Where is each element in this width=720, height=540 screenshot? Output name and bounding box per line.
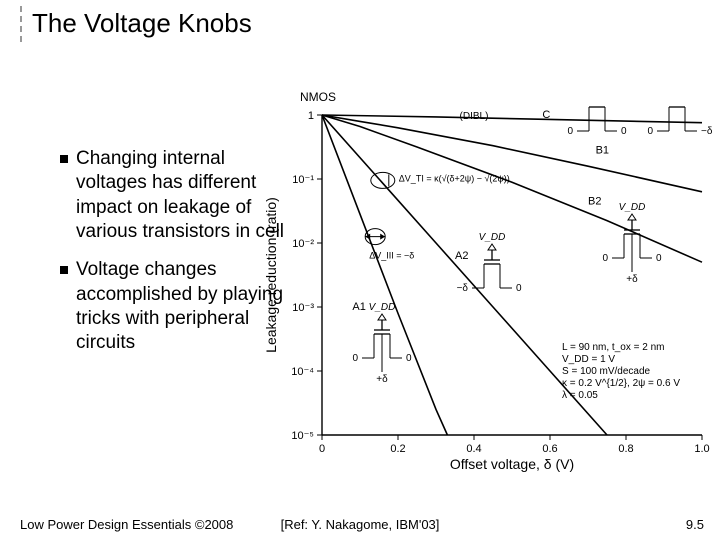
svg-text:V_DD = 1 V: V_DD = 1 V <box>562 354 615 365</box>
svg-text:B1: B1 <box>596 144 609 156</box>
svg-text:+δ: +δ <box>626 274 638 285</box>
side-tab <box>0 6 22 42</box>
svg-text:1: 1 <box>308 110 314 122</box>
svg-text:−δ: −δ <box>701 126 712 137</box>
svg-text:10⁻¹: 10⁻¹ <box>292 174 314 186</box>
svg-text:1.0: 1.0 <box>694 443 709 455</box>
svg-text:S = 100 mV/decade: S = 100 mV/decade <box>562 366 651 377</box>
page-title: The Voltage Knobs <box>32 8 252 39</box>
svg-text:0: 0 <box>621 126 627 137</box>
svg-text:0.4: 0.4 <box>466 443 481 455</box>
svg-text:L = 90 nm, t_ox = 2 nm: L = 90 nm, t_ox = 2 nm <box>562 342 664 353</box>
svg-text:10⁻⁴: 10⁻⁴ <box>291 366 314 378</box>
svg-text:0: 0 <box>647 126 653 137</box>
svg-text:Leakage reduction (ratio): Leakage reduction (ratio) <box>263 197 279 353</box>
svg-text:B2: B2 <box>588 196 601 208</box>
footer-right: 9.5 <box>686 517 704 532</box>
leakage-chart: 1 10⁻¹ 10⁻² 10⁻³ 10⁻⁴ 10⁻⁵ 0 0.2 0.4 0.6 0.8 1.0 Off… <box>262 105 712 485</box>
svg-text:(DIBL): (DIBL) <box>460 111 489 122</box>
footer-center: [Ref: Y. Nakagome, IBM'03] <box>0 517 720 532</box>
svg-text:λ = 0.05: λ = 0.05 <box>562 390 598 401</box>
svg-text:0: 0 <box>656 253 662 264</box>
svg-text:V_DD: V_DD <box>369 302 396 313</box>
svg-text:10⁻²: 10⁻² <box>292 238 314 250</box>
svg-text:V_DD: V_DD <box>479 232 506 243</box>
svg-text:10⁻⁵: 10⁻⁵ <box>291 430 314 442</box>
svg-text:10⁻³: 10⁻³ <box>292 302 314 314</box>
svg-text:0: 0 <box>567 126 573 137</box>
svg-text:C: C <box>542 109 550 121</box>
svg-text:A2: A2 <box>455 250 468 262</box>
svg-text:A1: A1 <box>352 301 365 313</box>
bullet-list: Changing internal voltages has different… <box>20 147 300 370</box>
svg-text:V_DD: V_DD <box>619 202 646 213</box>
svg-text:κ = 0.2 V^{1/2}, 2ψ = 0.6 V: κ = 0.2 V^{1/2}, 2ψ = 0.6 V <box>562 378 680 389</box>
svg-text:0.2: 0.2 <box>390 443 405 455</box>
svg-text:+δ: +δ <box>376 374 388 385</box>
svg-text:Offset voltage, δ (V): Offset voltage, δ (V) <box>450 456 574 472</box>
svg-text:0: 0 <box>602 253 608 264</box>
svg-text:ΔV_TI = κ(√(δ+2ψ) − √(2ψ)): ΔV_TI = κ(√(δ+2ψ) − √(2ψ)) <box>399 173 510 183</box>
svg-text:0: 0 <box>352 353 358 364</box>
svg-text:0.6: 0.6 <box>542 443 557 455</box>
svg-text:−δ: −δ <box>457 283 469 294</box>
svg-text:0.8: 0.8 <box>618 443 633 455</box>
svg-text:0: 0 <box>406 353 412 364</box>
svg-text:0: 0 <box>319 443 325 455</box>
svg-text:ΔV_III = −δ: ΔV_III = −δ <box>369 251 414 261</box>
svg-text:0: 0 <box>516 283 522 294</box>
nmos-label: NMOS <box>300 90 336 104</box>
